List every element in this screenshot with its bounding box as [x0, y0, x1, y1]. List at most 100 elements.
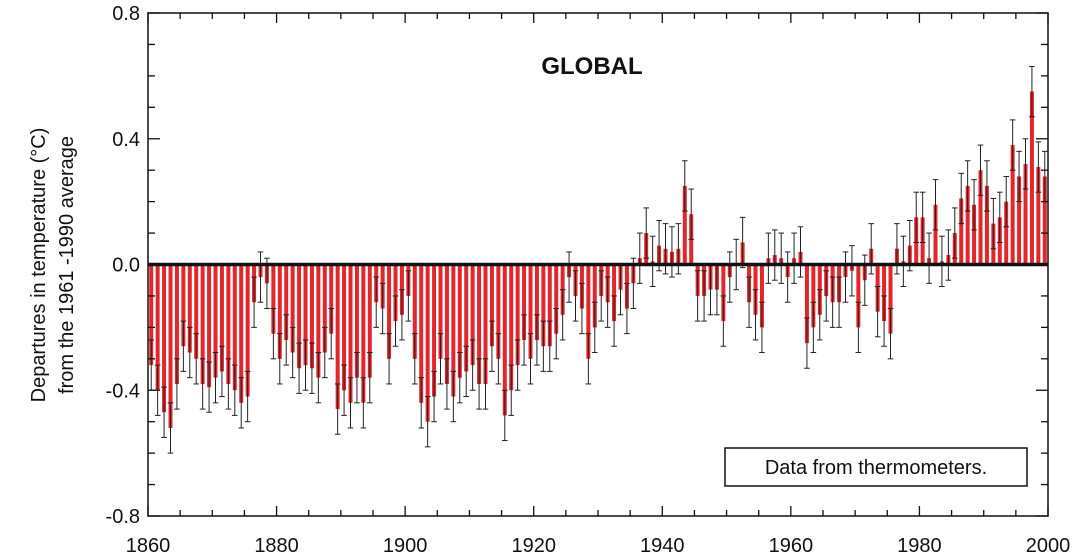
bar-1912: [477, 264, 482, 384]
errorbar-1913: [482, 358, 489, 410]
bar-1861: [149, 264, 154, 366]
errorbar-1920: [527, 333, 534, 385]
errorbar-1939: [649, 235, 656, 288]
errorbar-1954: [746, 276, 752, 328]
errorbar-1962: [797, 226, 804, 278]
bar-1994: [1004, 201, 1009, 265]
errorbar-1935: [624, 282, 630, 335]
bar-1915: [496, 264, 501, 359]
errorbar-1883: [289, 326, 296, 379]
errorbar-1914: [489, 320, 495, 372]
errorbar-1893: [354, 352, 360, 404]
errorbar-1921: [534, 314, 540, 366]
bar-1922: [541, 264, 546, 347]
bar-1899: [393, 264, 398, 322]
x-tick-label-1920: 1920: [511, 535, 556, 557]
errorbar-1916: [501, 389, 508, 442]
y-axis-label: Departures in temperature (°C) from the …: [28, 128, 78, 403]
x-tick-label-1940: 1940: [640, 535, 685, 557]
errorbar-1910: [463, 345, 470, 398]
errorbar-1906: [437, 333, 444, 385]
errorbar-1986: [951, 207, 958, 259]
bar-1976: [888, 264, 893, 334]
errorbar-1950: [720, 295, 727, 347]
errorbar-1870: [206, 361, 212, 413]
errorbar-1959: [778, 232, 785, 284]
errorbar-1889: [328, 308, 335, 360]
errorbar-1932: [604, 276, 611, 328]
bar-1864: [168, 264, 173, 428]
bar-1956: [759, 264, 764, 328]
bar-1894: [361, 264, 366, 403]
bar-1920: [528, 264, 533, 359]
errorbar-1983: [932, 179, 939, 231]
errorbar-1960: [784, 251, 791, 303]
bar-1929: [586, 264, 591, 359]
bar-1884: [297, 264, 302, 369]
bar-1869: [200, 264, 205, 384]
errorbar-1864: [167, 402, 174, 454]
bar-1865: [174, 264, 179, 384]
bar-1876: [245, 264, 250, 397]
bar-1924: [554, 264, 559, 334]
errorbar-1866: [180, 320, 187, 372]
errorbar-1931: [598, 270, 605, 322]
errorbar-1982: [926, 232, 932, 284]
errorbar-1985: [945, 229, 952, 281]
errorbar-1923: [546, 320, 553, 372]
errorbar-1979: [906, 219, 913, 272]
bar-1999: [1036, 167, 1041, 265]
errorbar-1944: [681, 160, 688, 212]
annotation-box: [724, 447, 1028, 487]
bar-1889: [329, 264, 334, 334]
errorbar-1936: [630, 257, 637, 310]
bar-1880: [271, 264, 276, 334]
errorbar-1915: [495, 333, 502, 385]
bar-1871: [213, 264, 218, 378]
errorbar-1997: [1022, 138, 1029, 190]
errorbar-1890: [334, 383, 341, 435]
bar-1987: [959, 198, 964, 265]
errorbar-1984: [939, 235, 945, 288]
bar-1995: [1010, 145, 1015, 265]
errorbar-1965: [816, 289, 823, 341]
errorbar-1912: [476, 358, 482, 410]
errorbar-1918: [514, 339, 521, 391]
errorbar-1928: [579, 282, 585, 335]
errorbar-1995: [1009, 119, 1016, 171]
errorbar-1863: [161, 386, 167, 438]
errorbar-1978: [900, 235, 907, 288]
bar-1988: [965, 185, 970, 265]
bar-1873: [226, 264, 231, 384]
errorbar-1956: [759, 301, 765, 354]
errorbar-1894: [360, 377, 367, 429]
errorbar-1903: [418, 377, 425, 429]
bars-layer: [149, 91, 1047, 428]
y-tick-label-1: 0.4: [112, 129, 140, 151]
chart-title: GLOBAL: [541, 53, 642, 80]
errorbar-1947: [701, 270, 707, 322]
bar-1964: [811, 264, 816, 328]
errorbar-1872: [219, 345, 225, 398]
bar-1983: [933, 204, 938, 265]
errorbar-1878: [257, 251, 264, 303]
errorbar-1917: [508, 364, 515, 416]
bar-1888: [322, 264, 327, 353]
errorbar-1955: [752, 289, 759, 341]
bar-1989: [972, 204, 977, 265]
bar-1906: [438, 264, 443, 359]
bar-1911: [470, 264, 475, 366]
errorbar-1867: [186, 326, 193, 379]
errorbar-1930: [591, 301, 598, 354]
bar-1950: [721, 264, 726, 322]
bar-1918: [515, 264, 520, 366]
y-axis-label-line-2: from the 1961 -1990 average: [56, 136, 78, 394]
y-tick-labels: 0.8 0.4 0.0 -0.4 -0.8: [106, 3, 140, 528]
errorbar-1971: [855, 301, 862, 354]
x-tick-labels: 1860 1880 1900 1920 1940 1960 1980 2000: [126, 535, 1071, 557]
x-tick-label-2000: 2000: [1026, 535, 1071, 557]
x-tick-label-1980: 1980: [897, 535, 942, 557]
errorbar-1871: [212, 352, 219, 404]
bar-1923: [547, 264, 552, 347]
y-axis-label-line-1: Departures in temperature (°C): [28, 128, 50, 403]
